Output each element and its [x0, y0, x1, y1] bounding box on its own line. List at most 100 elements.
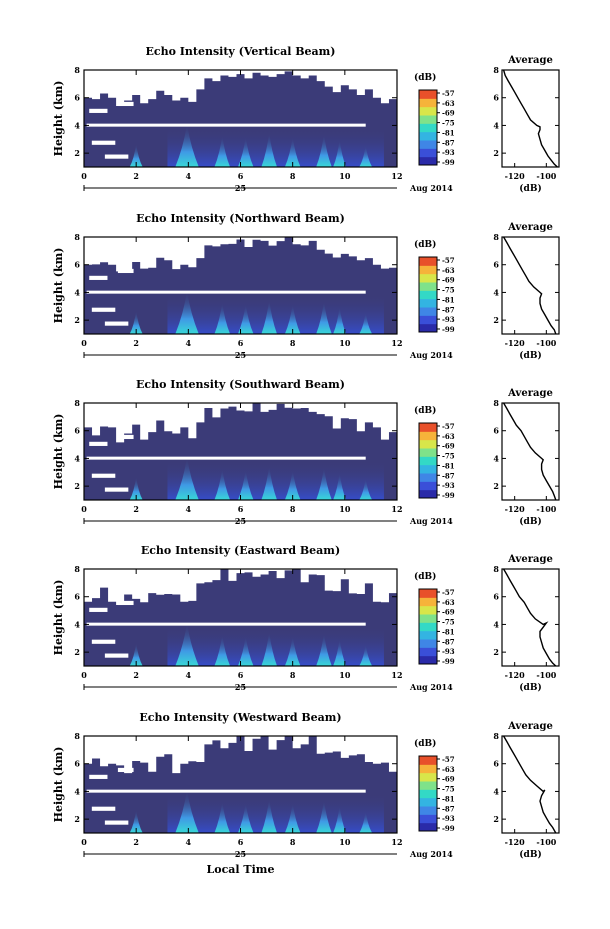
- echo-plume: [129, 642, 143, 666]
- y-tick-label: 4: [74, 287, 80, 297]
- colorbar-tick-label: -63: [442, 99, 455, 108]
- colorbar-tick-label: -99: [442, 325, 455, 334]
- colorbar-segment: [419, 439, 437, 449]
- colorbar-tick-label: -93: [442, 814, 455, 823]
- avg-profile-line: [502, 735, 557, 834]
- colorbar-segment: [419, 448, 437, 457]
- x-tick-label: 0: [81, 171, 87, 181]
- y-tick-label: 4: [74, 120, 80, 130]
- y-tick-label: 8: [74, 232, 80, 242]
- colorbar-segment: [419, 614, 437, 623]
- echo-plume: [333, 306, 347, 334]
- colorbar-tick-label: -69: [442, 608, 455, 617]
- x-tick-label: 4: [186, 171, 192, 181]
- x-tick-label: 0: [81, 504, 87, 514]
- y-tick-label: 2: [74, 148, 80, 158]
- date-month-label: Aug 2014: [409, 516, 453, 526]
- low-echo-band: [167, 792, 384, 833]
- colorbar-segment: [419, 789, 437, 799]
- y-tick-label: 4: [74, 453, 80, 463]
- y-tick-label: 8: [74, 398, 80, 408]
- x-tick-label: 8: [290, 504, 296, 514]
- colorbar-unit: (dB): [414, 239, 436, 250]
- colorbar-segment: [419, 257, 437, 266]
- echo-plume: [129, 809, 143, 833]
- avg-x-label: (dB): [519, 682, 541, 693]
- colorbar-tick-label: -87: [442, 804, 455, 813]
- y-tick-label: 8: [74, 564, 80, 574]
- bright-layer: [86, 622, 366, 626]
- data-gap: [104, 321, 129, 326]
- avg-x-tick-label: -120: [505, 670, 525, 680]
- x-tick-label: 8: [290, 171, 296, 181]
- colorbar-segment: [419, 265, 437, 275]
- echo-plume: [316, 300, 332, 334]
- colorbar-tick-label: -63: [442, 598, 455, 607]
- colorbar-segment: [419, 647, 437, 657]
- echo-plume: [175, 623, 199, 666]
- bright-layer: [86, 123, 366, 127]
- bright-layer: [86, 456, 366, 460]
- y-tick-label: 8: [74, 731, 80, 741]
- y-tick-label: 6: [74, 759, 80, 769]
- colorbar-tick-label: -87: [442, 637, 455, 646]
- echo-plume: [359, 311, 373, 334]
- colorbar-segment: [419, 298, 437, 308]
- x-tick-label: 2: [133, 670, 139, 680]
- echo-plume: [284, 136, 301, 167]
- avg-y-tick-label: 4: [493, 287, 499, 297]
- data-gap: [91, 639, 116, 644]
- colorbar-segment: [419, 464, 437, 474]
- colorbar-segment: [419, 315, 437, 325]
- colorbar-segment: [419, 781, 437, 790]
- avg-title: Average: [507, 554, 553, 565]
- echo-plume: [175, 457, 199, 500]
- avg-x-tick-label: -120: [505, 837, 525, 847]
- avg-y-tick-label: 2: [493, 814, 499, 824]
- low-echo-band: [167, 625, 384, 666]
- x-tick-label: 10: [339, 670, 351, 680]
- colorbar-segment: [419, 307, 437, 316]
- colorbar-segment: [419, 489, 437, 499]
- panel-title: Echo Intensity (Northward Beam): [136, 212, 345, 225]
- x-tick-label: 12: [391, 670, 402, 680]
- echo-plume: [316, 133, 332, 167]
- avg-y-tick-label: 6: [493, 260, 499, 270]
- x-tick-label: 0: [81, 670, 87, 680]
- avg-y-tick-label: 6: [493, 592, 499, 602]
- x-tick-label: 10: [339, 338, 351, 348]
- colorbar-tick-label: -81: [442, 794, 455, 803]
- colorbar-tick-label: -63: [442, 432, 455, 441]
- avg-frame: [501, 568, 560, 667]
- x-tick-label: 6: [238, 504, 244, 514]
- echo-plume: [316, 799, 332, 833]
- date-day-label: 25: [235, 849, 246, 859]
- data-gap: [91, 473, 116, 478]
- data-gap: [104, 820, 129, 825]
- avg-y-tick-label: 4: [493, 786, 499, 796]
- colorbar-segment: [419, 589, 437, 598]
- data-gap: [91, 307, 116, 312]
- colorbar-segment: [419, 622, 437, 632]
- x-tick-label: 0: [81, 837, 87, 847]
- colorbar-tick-label: -81: [442, 627, 455, 636]
- date-month-label: Aug 2014: [409, 849, 453, 859]
- echo-plume: [333, 139, 347, 167]
- colorbar-tick-label: -93: [442, 481, 455, 490]
- data-gap: [117, 600, 134, 606]
- x-tick-label: 6: [238, 670, 244, 680]
- colorbar-segment: [419, 814, 437, 824]
- colorbar-tick-label: -99: [442, 158, 455, 167]
- colorbar-segment: [419, 323, 437, 333]
- echo-plume: [333, 805, 347, 833]
- date-day-label: 25: [235, 516, 246, 526]
- y-tick-label: 2: [74, 814, 80, 824]
- colorbar-segment: [419, 290, 437, 300]
- colorbar-tick-label: -93: [442, 647, 455, 656]
- echo-plume: [237, 303, 254, 334]
- avg-y-tick-label: 8: [493, 731, 499, 741]
- echo-plume: [333, 638, 347, 666]
- echo-plume: [129, 310, 143, 334]
- colorbar-segment: [419, 655, 437, 665]
